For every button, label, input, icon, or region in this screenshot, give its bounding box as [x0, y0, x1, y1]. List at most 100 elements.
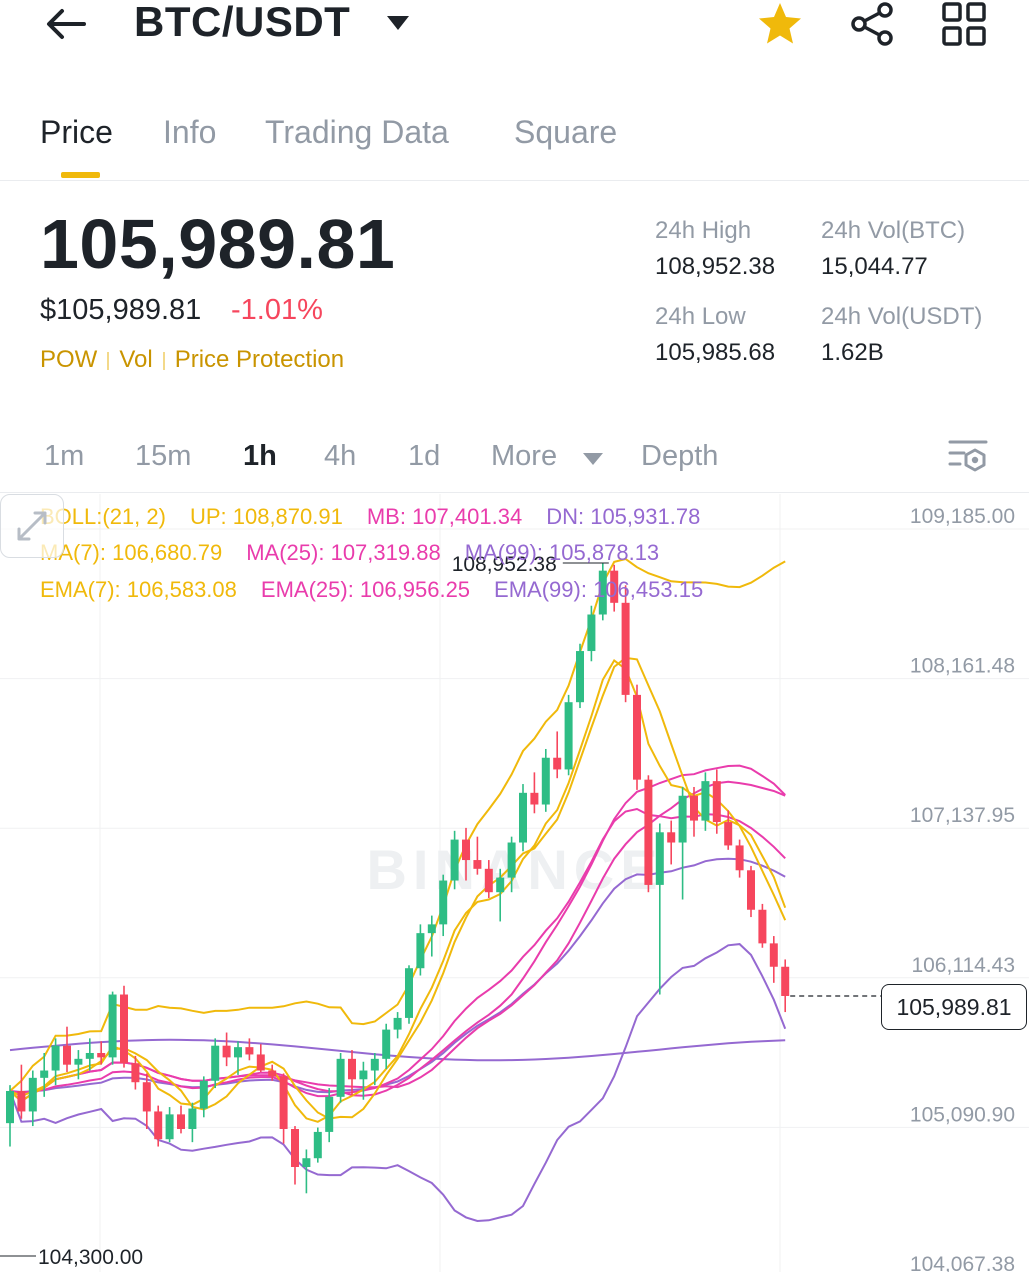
interval-more[interactable]: More [491, 440, 558, 472]
main-tabs: Price Info Trading Data Square [0, 108, 1029, 181]
ma25: MA(25): 107,319.88 [246, 540, 441, 565]
price-chart[interactable]: 109,185.00 108,161.48 107,137.95 106,114.43… [0, 494, 1029, 1272]
candle-body [781, 966, 790, 996]
tag-list: POW Vol Price Protection [40, 346, 344, 374]
candle-body [165, 1114, 174, 1140]
candle-body [177, 1114, 185, 1129]
y-axis-tick-label: 104,067.38 [910, 1253, 1015, 1272]
candle-body [370, 1058, 379, 1071]
candle-body [416, 933, 425, 969]
tag-divider [162, 351, 165, 370]
y-axis-tick-label: 106,114.43 [911, 954, 1015, 977]
tag-price-protection[interactable]: Price Protection [174, 346, 345, 373]
candle-body [28, 1077, 37, 1112]
candle-body [154, 1111, 163, 1140]
candle-body [690, 795, 698, 821]
vol-usdt-label: 24h Vol(USDT) [821, 303, 983, 330]
tab-price[interactable]: Price [40, 114, 113, 150]
pair-title[interactable]: BTC/USDT [134, 0, 351, 45]
ma7: MA(7): 106,680.79 [40, 540, 223, 565]
candle-body [427, 924, 436, 934]
candle-body [245, 1047, 254, 1055]
tab-info[interactable]: Info [163, 114, 217, 150]
depth-tab[interactable]: Depth [641, 440, 719, 472]
tag-pow[interactable]: POW [40, 346, 98, 373]
candle-body [142, 1082, 151, 1112]
low-label: 24h Low [655, 303, 746, 330]
usd-price: $105,989.81 [40, 294, 202, 326]
last-price: 105,989.81 [40, 205, 396, 283]
candle-body [769, 943, 778, 967]
interval-1d[interactable]: 1d [408, 440, 441, 472]
star-icon[interactable] [756, 0, 804, 48]
candle-body [473, 860, 482, 869]
candle-body [291, 1128, 299, 1167]
candle-body [359, 1070, 368, 1080]
low-value: 105,985.68 [655, 339, 776, 366]
candle-body [450, 839, 459, 881]
candle-body [655, 832, 664, 885]
candle-body [40, 1070, 49, 1078]
boll-up-line [9, 557, 786, 1092]
top-bar: BTC/USDT [0, 0, 1029, 60]
candle-body [519, 792, 527, 843]
boll-dn: DN: 105,931.78 [546, 504, 701, 529]
tab-trading-data[interactable]: Trading Data [265, 114, 449, 150]
expand-icon[interactable] [0, 494, 64, 558]
candle-body [541, 757, 550, 805]
candle-body [97, 1052, 106, 1058]
active-tab-indicator [61, 172, 100, 178]
candle-body [530, 792, 539, 805]
ema99: EMA(99): 106,453.15 [494, 577, 704, 602]
candle-body [507, 842, 516, 878]
candle-body [234, 1047, 242, 1058]
interval-15m[interactable]: 15m [135, 440, 192, 472]
candle-body [74, 1058, 83, 1065]
candle-body [17, 1090, 26, 1112]
candle-body [701, 781, 710, 821]
candle-body [382, 1029, 391, 1059]
grid-icon[interactable] [940, 0, 988, 48]
interval-1h[interactable]: 1h [243, 440, 277, 472]
candle-body [348, 1058, 356, 1080]
boll-up: UP: 108,870.91 [189, 504, 343, 529]
tab-square[interactable]: Square [514, 114, 618, 150]
chart-settings-icon[interactable] [946, 436, 990, 476]
candle-body [325, 1096, 334, 1132]
tag-vol[interactable]: Vol [119, 346, 153, 373]
vol-btc-label: 24h Vol(BTC) [821, 217, 966, 244]
candle-body [268, 1070, 277, 1077]
candle-body [553, 757, 562, 770]
interval-bar: 1m 15m 1h 4h 1d More Depth [0, 430, 1029, 493]
candle-body [188, 1108, 197, 1129]
ma-indicator-row: MA(7): 106,680.79 MA(25): 107,319.88 MA(99… [40, 540, 683, 566]
candle-body [336, 1058, 345, 1097]
candle-body [747, 870, 755, 910]
candle-body [496, 877, 505, 893]
share-icon[interactable] [848, 0, 896, 48]
candle-body [758, 909, 767, 944]
candle-body [51, 1045, 60, 1071]
candlestick-chart: 109,185.00 108,161.48 107,137.95 106,114.43… [0, 494, 1029, 1272]
candle-body [302, 1158, 311, 1167]
candle-body [131, 1063, 140, 1083]
candle-body [279, 1076, 288, 1129]
chevron-down-icon[interactable] [582, 452, 604, 466]
y-axis-tick-label: 107,137.95 [910, 804, 1015, 827]
chevron-down-icon[interactable] [386, 14, 410, 32]
back-arrow-icon[interactable] [42, 4, 90, 44]
interval-4h[interactable]: 4h [324, 440, 357, 472]
candle-body [85, 1052, 94, 1059]
high-label: 24h High [655, 217, 752, 244]
candle-body [462, 839, 470, 861]
candle-body [393, 1017, 402, 1030]
candle-body [6, 1090, 14, 1124]
ma7-line [9, 656, 787, 1120]
candle-body [120, 994, 128, 1064]
candle-body [63, 1045, 71, 1065]
boll-dn-line [9, 943, 787, 1223]
interval-1m[interactable]: 1m [44, 440, 85, 472]
vol-usdt-value: 1.62B [821, 339, 884, 366]
vol-btc-value: 15,044.77 [821, 253, 928, 280]
candle-body [724, 822, 733, 846]
